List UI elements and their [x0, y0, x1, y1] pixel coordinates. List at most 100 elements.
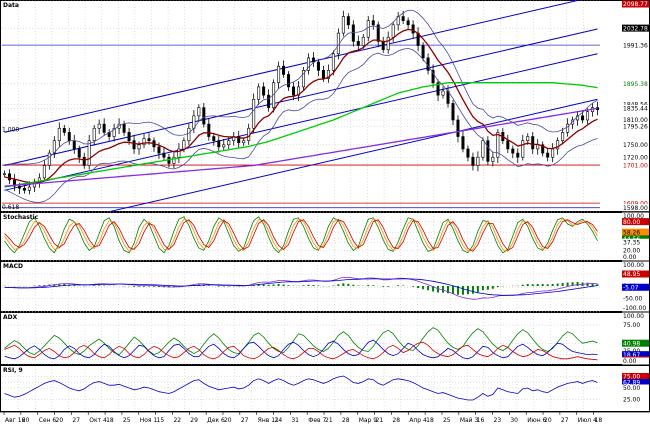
price-label-text: 1609.00	[623, 200, 648, 207]
trend-channel-line	[4, 28, 598, 166]
price-label-box	[622, 270, 649, 278]
x-tick-label: Мар 9	[359, 417, 378, 424]
panel-title: ADX	[3, 314, 18, 321]
candle-body	[207, 123, 211, 137]
x-tick-label: Апр 4	[409, 417, 427, 424]
candle-body	[561, 132, 565, 141]
candle-body	[267, 94, 271, 108]
price-label-box	[622, 24, 649, 32]
price-label-text: 80.00	[623, 219, 640, 226]
candle-body	[541, 144, 545, 154]
candle-body	[461, 136, 465, 150]
price-label-box	[622, 153, 649, 161]
price-label-box	[622, 339, 649, 347]
series-line-3-2	[4, 341, 598, 361]
price-label-text: 100.00	[623, 262, 644, 269]
x-tick-label: 16	[477, 417, 485, 424]
price-label-text: 50.00	[623, 385, 640, 392]
series-line-3-1	[4, 339, 598, 360]
x-tick-label: 24	[275, 417, 283, 424]
price-label-box	[622, 384, 649, 392]
candle-body	[237, 136, 241, 144]
candle-body	[366, 20, 370, 38]
candle-body	[112, 127, 116, 137]
x-tick-label: 31	[291, 417, 299, 424]
trend-channel-line	[4, 53, 598, 191]
candle-body	[316, 61, 320, 71]
panel-frame-0	[0, 0, 650, 212]
candle-body	[481, 140, 485, 158]
x-tick-label: Июл 4	[578, 417, 597, 424]
candle-body	[476, 156, 480, 166]
price-label-box	[622, 41, 649, 49]
x-tick-label: 22	[173, 417, 181, 424]
series-line-1-1	[4, 218, 598, 252]
x-tick-label: 27	[241, 417, 249, 424]
candle-body	[586, 111, 590, 121]
price-label-text: 75.00	[623, 322, 640, 329]
bollinger-upper-line	[4, 9, 598, 166]
candle-body	[451, 103, 455, 121]
candle-body	[222, 144, 226, 148]
series-line-4-0	[4, 375, 598, 401]
candle-body	[361, 36, 365, 46]
price-label-box	[622, 246, 649, 254]
candle-body	[301, 70, 305, 88]
candle-body	[277, 65, 281, 84]
candle-body	[431, 70, 435, 84]
x-tick-label: Дек 6	[207, 417, 225, 424]
candle-body	[132, 140, 136, 150]
panel-title: MACD	[3, 263, 23, 270]
price-label-box	[622, 228, 649, 236]
price-label-box	[622, 357, 649, 365]
candle-body	[67, 132, 71, 141]
price-label-text: -5.07	[623, 284, 639, 291]
candle-body	[496, 132, 500, 158]
candle-body	[371, 20, 375, 26]
candle-body	[556, 140, 560, 150]
price-label-box	[622, 253, 649, 261]
series-line-1-0	[4, 216, 598, 254]
x-tick-label: Июн 6	[527, 417, 546, 424]
candle-body	[506, 140, 510, 150]
candle-body	[242, 140, 246, 144]
candle-body	[42, 165, 46, 179]
x-tick-label: 15	[157, 417, 165, 424]
candle-body	[306, 57, 310, 71]
series-line-0-1	[4, 82, 598, 188]
candle-body	[202, 107, 206, 125]
candle-body	[12, 179, 16, 187]
candle-body	[411, 24, 415, 34]
candle-body	[127, 132, 131, 141]
candle-body	[17, 185, 21, 189]
candle-body	[217, 140, 221, 148]
bollinger-lower-line	[4, 47, 598, 203]
candle-body	[22, 187, 26, 191]
panel-frame-3	[0, 312, 650, 365]
price-label-text: 2032.78	[623, 25, 648, 32]
candle-body	[491, 156, 495, 162]
candle-body	[471, 156, 475, 166]
candle-body	[87, 140, 91, 166]
candle-body	[72, 140, 76, 150]
candle-body	[341, 16, 345, 34]
candle-body	[47, 152, 51, 166]
price-label-text: 0.00	[623, 254, 637, 261]
price-label-text: 1810.00	[623, 117, 648, 124]
x-tick-label: 28	[342, 417, 350, 424]
x-tick-label: 20	[56, 417, 64, 424]
candle-body	[192, 115, 196, 129]
candle-body	[287, 74, 291, 88]
price-label-text: 1701.00	[623, 162, 648, 169]
candle-body	[137, 144, 141, 150]
price-label-text: 20.00	[623, 248, 640, 255]
price-label-text: 1750.00	[623, 142, 648, 149]
x-tick-label: 21	[376, 417, 384, 424]
series-line-0-0	[4, 28, 598, 184]
candle-body	[282, 65, 286, 75]
x-tick-label: 30	[510, 417, 518, 424]
x-tick-label: Сен 6	[39, 417, 57, 424]
price-label-text: 1835.44	[623, 106, 648, 113]
candle-body	[331, 53, 335, 71]
price-label-text: 0.00	[623, 358, 637, 365]
